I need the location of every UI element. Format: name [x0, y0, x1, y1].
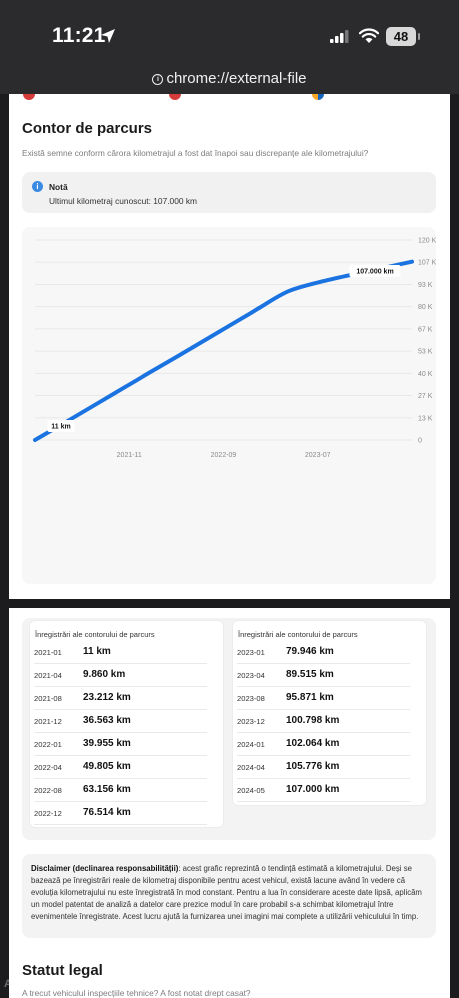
- table-row: 2023-08 95.871 km: [237, 687, 410, 710]
- legal-status-title: Statut legal: [22, 962, 103, 979]
- record-value: 79.946 km: [286, 646, 334, 657]
- y-tick-label: 107 K: [418, 260, 436, 267]
- record-value: 49.805 km: [83, 761, 131, 772]
- table-row: 2022-04 49.805 km: [34, 756, 207, 779]
- table-row: 2024-05 107.000 km: [237, 779, 410, 802]
- data-label: 11 km: [47, 420, 75, 432]
- x-tick-label: 2023-07: [305, 452, 331, 459]
- y-tick-label: 67 K: [418, 326, 433, 333]
- watermark-logo: AUTOVITZO: [4, 978, 72, 990]
- record-value: 76.514 km: [83, 807, 131, 818]
- section-subtitle: Există semne conform cărora kilometrajul…: [22, 148, 369, 158]
- table-row: 2022-01 39.955 km: [34, 733, 207, 756]
- info-icon[interactable]: i: [152, 74, 164, 85]
- wifi-icon: [359, 28, 379, 43]
- table-row: 2022-12 76.514 km: [34, 802, 207, 825]
- table-row: 2021-01 11 km: [34, 641, 207, 664]
- record-value: 105.776 km: [286, 761, 340, 772]
- record-value: 23.212 km: [83, 692, 131, 703]
- record-date: 2021-01: [34, 648, 62, 657]
- data-label-text: 107.000 km: [356, 269, 393, 276]
- battery-tip: [418, 33, 420, 40]
- table-row: 2023-04 89.515 km: [237, 664, 410, 687]
- disclaimer-box: Disclaimer (declinarea responsabilității…: [22, 854, 436, 938]
- note-box: i Notă Ultimul kilometraj cunoscut: 107.…: [22, 172, 436, 213]
- x-tick-label: 2022-09: [211, 452, 237, 459]
- record-value: 89.515 km: [286, 669, 334, 680]
- record-date: 2021-08: [34, 694, 62, 703]
- record-date: 2023-08: [237, 694, 265, 703]
- cut-off-red-icon: [169, 94, 181, 100]
- table-row: 2021-12 36.563 km: [34, 710, 207, 733]
- y-tick-label: 53 K: [418, 349, 433, 356]
- records-container: Înregistrări ale contorului de parcurs 2…: [22, 618, 436, 840]
- record-value: 102.064 km: [286, 738, 340, 749]
- clock: 11:21: [52, 24, 106, 47]
- disclaimer-body: : acest grafic reprezintă o tendință est…: [31, 864, 422, 921]
- record-value: 11 km: [83, 646, 111, 657]
- record-date: 2022-04: [34, 763, 62, 772]
- data-label-box: [47, 420, 75, 432]
- note-title: Notă: [49, 182, 68, 192]
- data-label-text: 11 km: [51, 424, 70, 431]
- record-date: 2024-05: [237, 786, 265, 795]
- section-title: Contor de parcurs: [22, 120, 153, 137]
- record-value: 39.955 km: [83, 738, 131, 749]
- data-label: 107.000 km: [349, 265, 401, 277]
- odometer-panel: Contor de parcurs Există semne conform c…: [9, 94, 450, 599]
- y-tick-label: 80 K: [418, 304, 433, 311]
- note-text: Ultimul kilometraj cunoscut: 107.000 km: [49, 196, 198, 206]
- record-date: 2022-01: [34, 740, 62, 749]
- record-value: 100.798 km: [286, 715, 340, 726]
- records-panel: Înregistrări ale contorului de parcurs 2…: [9, 608, 450, 998]
- info-icon: i: [32, 181, 43, 192]
- records-table-right: Înregistrări ale contorului de parcurs 2…: [232, 620, 427, 806]
- y-tick-label: 13 K: [418, 415, 433, 422]
- record-value: 36.563 km: [83, 715, 131, 726]
- url-text[interactable]: chrome://external-file: [166, 70, 307, 87]
- record-value: 63.156 km: [83, 784, 131, 795]
- cut-off-multicolor-icon: [312, 94, 324, 100]
- data-label-box: [349, 265, 401, 277]
- browser-url-bar[interactable]: i chrome://external-file: [0, 64, 459, 94]
- record-value: 107.000 km: [286, 784, 340, 795]
- records-table-title: Înregistrări ale contorului de parcurs: [238, 630, 358, 639]
- disclaimer-label: Disclaimer (declinarea responsabilității…: [31, 864, 179, 873]
- y-tick-label: 120 K: [418, 238, 436, 245]
- battery-indicator: 48: [386, 27, 416, 46]
- records-table-title: Înregistrări ale contorului de parcurs: [35, 630, 155, 639]
- table-row: 2024-04 105.776 km: [237, 756, 410, 779]
- record-date: 2024-01: [237, 740, 265, 749]
- records-table-left: Înregistrări ale contorului de parcurs 2…: [29, 620, 224, 828]
- disclaimer-text: Disclaimer (declinarea responsabilității…: [31, 863, 429, 923]
- cut-off-red-icon: [23, 94, 35, 100]
- y-tick-label: 40 K: [418, 371, 433, 378]
- table-row: 2023-12 100.798 km: [237, 710, 410, 733]
- x-tick-label: 2021-11: [117, 452, 142, 459]
- legal-status-subtitle: A trecut vehiculul inspecțiile tehnice? …: [22, 988, 251, 998]
- table-row: 2023-01 79.946 km: [237, 641, 410, 664]
- record-date: 2023-01: [237, 648, 265, 657]
- status-bar: 11:21 48: [0, 0, 459, 64]
- y-tick-label: 93 K: [418, 282, 433, 289]
- record-date: 2023-04: [237, 671, 265, 680]
- cellular-signal-icon: [330, 30, 349, 43]
- y-tick-label: 0: [418, 438, 422, 445]
- table-row: 2021-04 9.860 km: [34, 664, 207, 687]
- record-date: 2022-12: [34, 809, 62, 818]
- record-value: 95.871 km: [286, 692, 334, 703]
- record-date: 2021-04: [34, 671, 62, 680]
- record-date: 2023-12: [237, 717, 265, 726]
- table-row: 2022-08 63.156 km: [34, 779, 207, 802]
- record-date: 2021-12: [34, 717, 62, 726]
- record-date: 2022-08: [34, 786, 62, 795]
- record-value: 9.860 km: [83, 669, 126, 680]
- table-row: 2021-08 23.212 km: [34, 687, 207, 710]
- y-tick-label: 27 K: [418, 393, 433, 400]
- location-arrow-icon: [101, 29, 115, 43]
- record-date: 2024-04: [237, 763, 265, 772]
- table-row: 2024-01 102.064 km: [237, 733, 410, 756]
